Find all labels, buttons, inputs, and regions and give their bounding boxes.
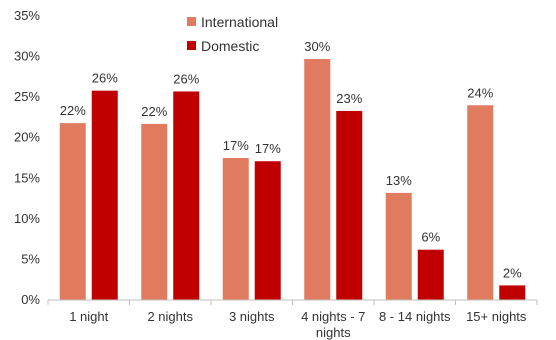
bar-domestic-15-nights: [499, 285, 526, 300]
legend-swatch-international: [187, 17, 196, 26]
x-category-label: 8 - 14 nights: [379, 309, 451, 324]
y-tick-label: 10%: [14, 211, 40, 226]
data-label-international-2-nights: 22%: [141, 104, 167, 119]
legend-label-international: International: [201, 14, 278, 30]
data-label-international-8-14-nights: 13%: [386, 173, 412, 188]
legend-label-domestic: Domestic: [201, 38, 259, 54]
data-label-international-15-nights: 24%: [467, 85, 493, 100]
legend-item-domestic: Domestic: [187, 38, 259, 54]
bars: 22% 26% 22% 26% 17% 17% 30% 23% 13% 6% 24% 2%: [59, 39, 526, 301]
bar-domestic-8-14-nights: [417, 249, 444, 300]
data-label-domestic-15-nights: 2%: [503, 265, 522, 280]
data-label-international-1-night: 22%: [60, 103, 86, 118]
y-tick-label: 15%: [14, 170, 40, 185]
y-tick-label: 20%: [14, 130, 40, 145]
bar-international-8-14-nights: [385, 192, 412, 300]
y-axis: 0% 5% 10% 15% 20% 25% 30% 35%: [14, 8, 40, 307]
bar-international-4-nights-7-nights: [304, 59, 331, 301]
data-label-domestic-1-night: 26%: [92, 71, 118, 86]
bar-international-15-nights: [467, 105, 494, 300]
legend-item-international: International: [187, 14, 278, 30]
data-label-domestic-4-nights-7-nights: 23%: [336, 91, 362, 106]
x-category-label: 1 night: [69, 309, 108, 324]
bar-international-2-nights: [141, 123, 168, 300]
data-label-domestic-8-14-nights: 6%: [421, 230, 440, 245]
data-label-domestic-3-nights: 17%: [255, 141, 281, 156]
y-tick-label: 35%: [14, 8, 40, 23]
data-label-international-3-nights: 17%: [223, 138, 249, 153]
y-tick-label: 30%: [14, 49, 40, 64]
x-category-label: 4 nights - 7 nights: [301, 309, 365, 340]
x-category-label: 2 nights: [147, 309, 193, 324]
bar-international-1-night: [59, 123, 86, 300]
x-category-label: 15+ nights: [466, 309, 527, 324]
legend: International Domestic: [187, 14, 278, 54]
data-label-international-4-nights-7-nights: 30%: [304, 39, 330, 54]
bar-domestic-1-night: [91, 90, 118, 300]
bar-domestic-3-nights: [254, 161, 281, 300]
bar-international-3-nights: [222, 158, 249, 300]
y-tick-label: 0%: [21, 292, 40, 307]
bar-domestic-2-nights: [173, 91, 200, 300]
y-tick-label: 25%: [14, 89, 40, 104]
x-category-label: 3 nights: [229, 309, 275, 324]
data-label-domestic-2-nights: 26%: [173, 71, 199, 86]
x-axis: 1 night 2 nights 3 nights 4 nights - 7 night…: [47, 299, 538, 340]
y-tick-label: 5%: [21, 251, 40, 266]
bar-domestic-4-nights-7-nights: [336, 110, 363, 301]
legend-swatch-domestic: [187, 41, 196, 50]
